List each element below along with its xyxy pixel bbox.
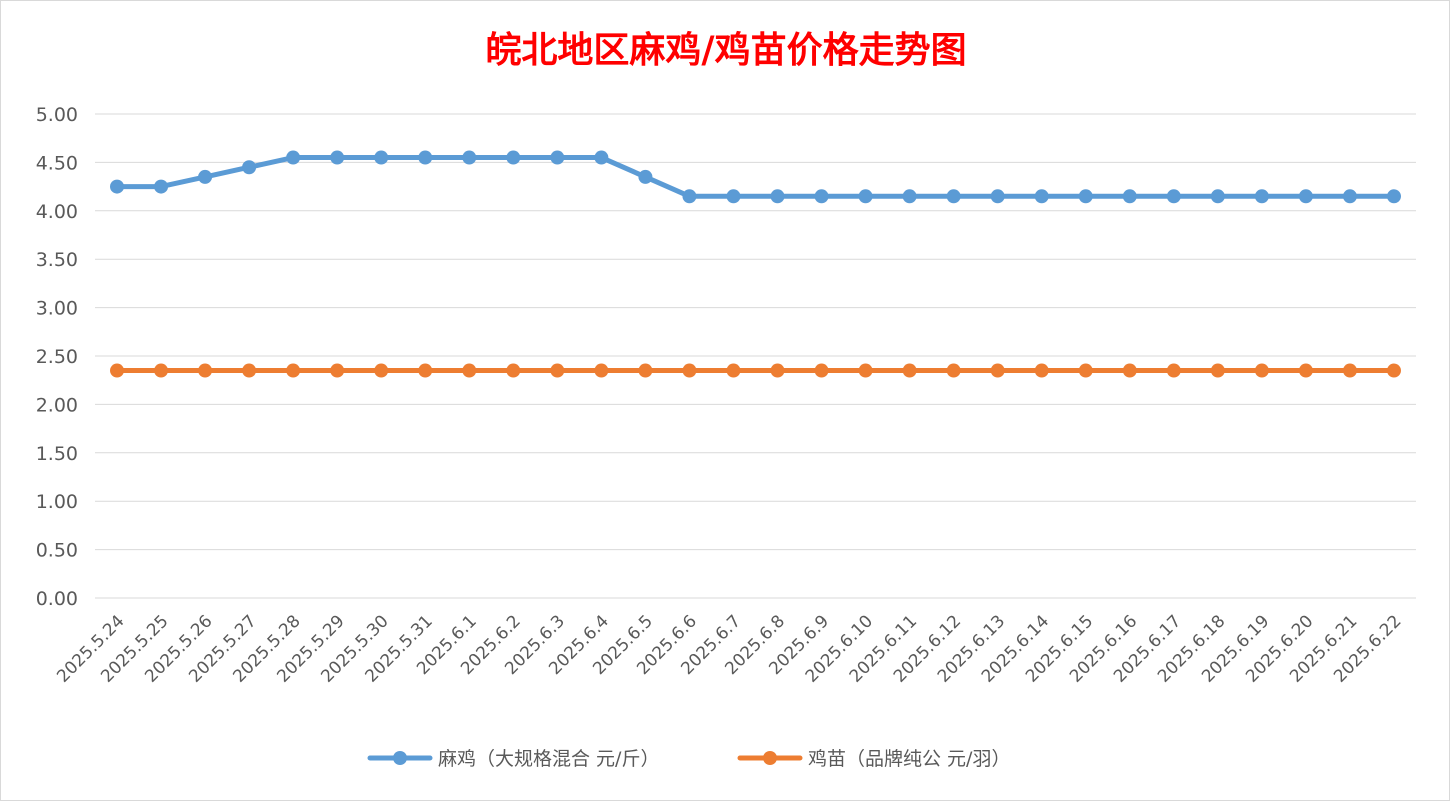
data-point xyxy=(990,189,1005,204)
data-point xyxy=(770,189,785,204)
data-point xyxy=(550,150,565,165)
data-point xyxy=(1210,363,1225,378)
data-point xyxy=(594,150,609,165)
y-tick-label: 2.00 xyxy=(36,394,78,416)
data-point xyxy=(1210,189,1225,204)
y-tick-label: 2.50 xyxy=(36,346,78,368)
legend-marker-2 xyxy=(763,751,777,765)
data-point xyxy=(1034,189,1049,204)
x-axis-ticks: 2025.5.242025.5.252025.5.262025.5.272025… xyxy=(53,611,1405,686)
y-tick-label: 3.50 xyxy=(36,249,78,271)
legend-label-2: 鸡苗（品牌纯公 元/羽） xyxy=(808,748,1010,770)
y-tick-label: 1.50 xyxy=(36,443,78,465)
data-point xyxy=(1298,189,1313,204)
data-point xyxy=(110,179,125,194)
data-point xyxy=(858,363,873,378)
legend-label-1: 麻鸡（大规格混合 元/斤） xyxy=(438,748,659,770)
data-point xyxy=(1386,363,1401,378)
data-point xyxy=(682,189,697,204)
data-point xyxy=(946,363,961,378)
y-axis-ticks: 0.00 0.50 1.00 1.50 2.00 2.50 3.00 3.50 4.00 4.50… xyxy=(36,104,78,610)
data-point xyxy=(154,179,169,194)
data-point xyxy=(1298,363,1313,378)
y-tick-label: 0.50 xyxy=(36,540,78,562)
data-point xyxy=(374,150,389,165)
data-point xyxy=(1342,189,1357,204)
data-point xyxy=(1166,189,1181,204)
data-point xyxy=(858,189,873,204)
data-point xyxy=(594,363,609,378)
data-point xyxy=(1386,189,1401,204)
data-point xyxy=(418,150,433,165)
data-point xyxy=(506,363,521,378)
legend-marker-1 xyxy=(393,751,407,765)
data-point xyxy=(418,363,433,378)
data-point xyxy=(1122,363,1137,378)
data-point xyxy=(506,150,521,165)
chart-title: 皖北地区麻鸡/鸡苗价格走势图 xyxy=(485,29,966,71)
data-point xyxy=(1254,363,1269,378)
data-point xyxy=(462,150,477,165)
data-point xyxy=(1342,363,1357,378)
data-point xyxy=(814,189,829,204)
y-tick-label: 4.50 xyxy=(36,152,78,174)
data-point xyxy=(902,189,917,204)
series-line-1 xyxy=(114,155,1397,199)
data-point xyxy=(682,363,697,378)
data-point xyxy=(1122,189,1137,204)
data-point xyxy=(330,363,345,378)
data-point xyxy=(462,363,477,378)
data-point xyxy=(770,363,785,378)
y-tick-label: 3.00 xyxy=(36,298,78,320)
data-point xyxy=(374,363,389,378)
data-point xyxy=(198,169,213,184)
data-point xyxy=(550,363,565,378)
data-point xyxy=(286,363,301,378)
series-layer xyxy=(110,150,1401,378)
data-point xyxy=(198,363,213,378)
data-point xyxy=(1034,363,1049,378)
data-point xyxy=(638,169,653,184)
legend: 麻鸡（大规格混合 元/斤） 鸡苗（品牌纯公 元/羽） xyxy=(367,748,1010,770)
data-point xyxy=(242,363,257,378)
data-point xyxy=(726,363,741,378)
data-point xyxy=(990,363,1005,378)
y-tick-label: 4.00 xyxy=(36,201,78,223)
data-point xyxy=(1166,363,1181,378)
y-tick-label: 5.00 xyxy=(36,104,78,126)
data-point xyxy=(638,363,653,378)
gridlines xyxy=(95,113,1416,599)
data-point xyxy=(154,363,169,378)
data-point xyxy=(242,160,257,175)
data-point xyxy=(110,363,125,378)
data-point xyxy=(814,363,829,378)
y-tick-label: 0.00 xyxy=(36,588,78,610)
data-point xyxy=(946,189,961,204)
data-point xyxy=(726,189,741,204)
data-point xyxy=(1078,363,1093,378)
data-point xyxy=(330,150,345,165)
data-point xyxy=(286,150,301,165)
y-tick-label: 1.00 xyxy=(36,491,78,513)
data-point xyxy=(902,363,917,378)
data-point xyxy=(1078,189,1093,204)
data-point xyxy=(1254,189,1269,204)
